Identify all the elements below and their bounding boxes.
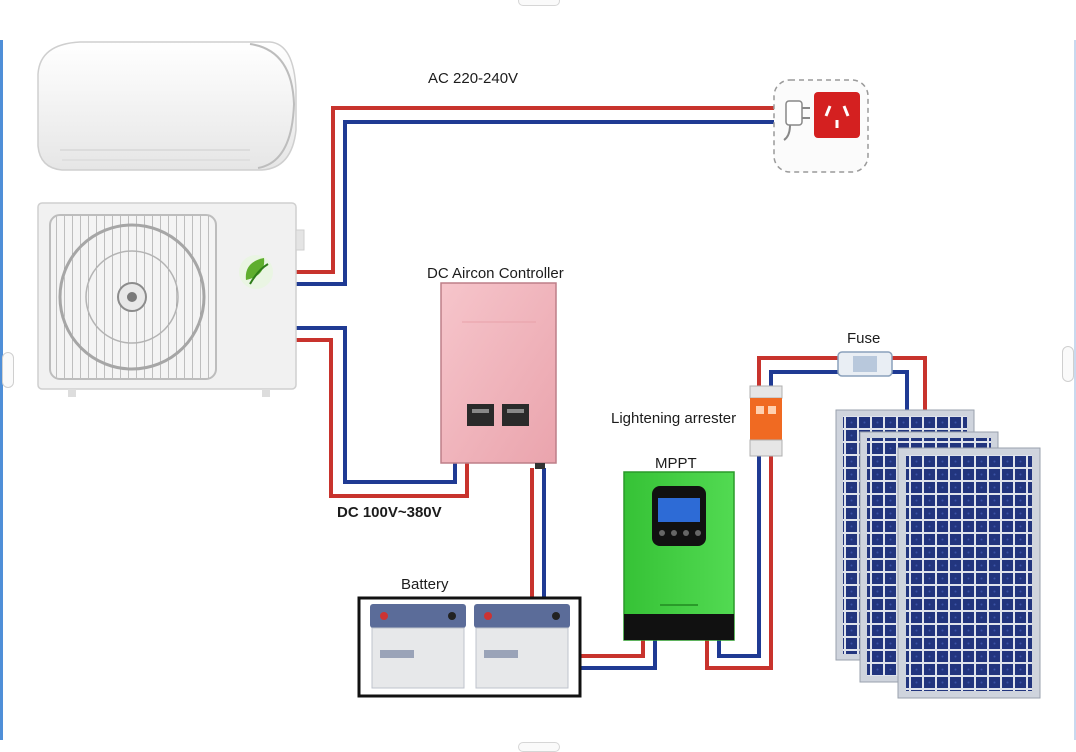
outdoor-ac-unit — [37, 202, 305, 397]
dc-aircon-controller — [440, 282, 557, 469]
ac-positive-wire — [296, 106, 778, 274]
fuse-label: Fuse — [847, 330, 881, 347]
arrester-fuse-negative-wire — [769, 370, 840, 392]
battery-controller-wires — [530, 468, 546, 600]
eco-logo-icon — [239, 255, 273, 289]
plug-icon — [783, 100, 810, 141]
socket-outlet-icon — [814, 92, 860, 138]
lightening-arrester — [749, 385, 783, 457]
window-edge-left — [0, 40, 3, 740]
batt-mppt-positive-wire — [580, 640, 645, 658]
battery-cells — [370, 604, 570, 689]
arrester-label: Lightening arrester — [611, 410, 737, 427]
batt-mppt-negative-wire — [580, 640, 657, 670]
fuse-panel-negative-wire — [890, 370, 909, 412]
mppt-label: MPPT — [655, 455, 697, 472]
top-resize-handle[interactable] — [518, 0, 560, 6]
wall-socket — [773, 79, 869, 173]
window-edge-right — [1074, 40, 1076, 740]
fuse-panel-positive-wire — [890, 356, 927, 412]
ac-wires — [296, 106, 778, 286]
right-resize-handle[interactable] — [1062, 346, 1074, 382]
solar-panel-3 — [897, 447, 1041, 699]
controller-label: DC Aircon Controller — [427, 265, 564, 282]
left-resize-handle[interactable] — [2, 352, 14, 388]
dc-wires — [296, 326, 469, 498]
fuse — [837, 351, 893, 377]
pv-positive-wire — [705, 456, 773, 670]
arrester-fuse-positive-wire — [757, 356, 838, 392]
solar-panel-array — [835, 409, 1041, 699]
dc-negative-wire — [296, 326, 457, 484]
dc-positive-wire — [296, 338, 469, 498]
battery-bank — [357, 596, 582, 698]
ac-negative-wire — [296, 120, 778, 286]
dc-voltage-label: DC 100V~380V — [337, 504, 442, 521]
pv-wires — [705, 356, 927, 670]
battery-mppt-wires — [580, 640, 657, 670]
battery-label: Battery — [401, 576, 449, 593]
pv-negative-wire — [717, 456, 761, 658]
indoor-ac-unit — [37, 41, 297, 171]
ac-voltage-label: AC 220-240V — [428, 70, 519, 87]
mppt-controller — [623, 471, 735, 641]
